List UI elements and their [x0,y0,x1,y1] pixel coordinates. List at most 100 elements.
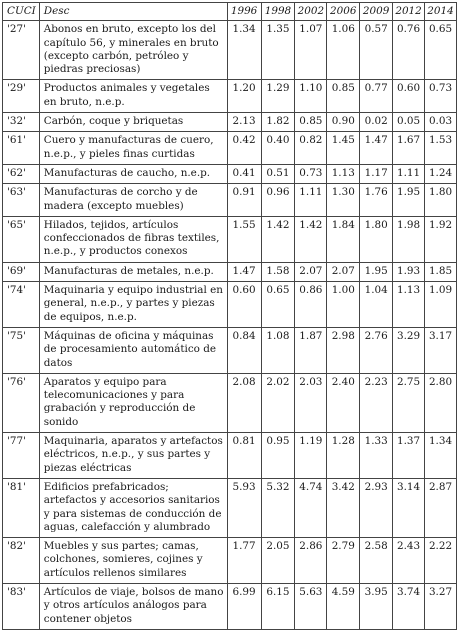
value-cell-2012: 0.05 [392,112,426,133]
value-cell-2014: 1.09 [424,281,457,328]
column-header-2009: 2009 [359,1,394,22]
value-cell-1996: 5.93 [226,477,262,539]
description-cell: Productos animales y vegetales en bruto,… [38,79,228,114]
value-cell-2012: 1.13 [392,281,426,328]
value-cell-2009: 1.95 [359,261,394,283]
value-cell-2002: 1.11 [294,183,328,217]
cuci-code-cell: '83' [2,582,40,630]
description-cell: Maquinaria y equipo industrial en genera… [38,281,228,328]
value-cell-2014: 3.27 [424,582,457,630]
value-cell-1998: 1.42 [260,215,296,263]
value-cell-2012: 2.43 [392,537,426,584]
cuci-code-cell: '27' [2,20,40,81]
cuci-code-cell: '76' [2,372,40,434]
value-cell-2009: 1.76 [359,183,394,217]
table-row: '63' Manufacturas de corcho y de madera (… [2,183,457,217]
table-body: '27' Abonos en bruto, excepto los del cap… [2,20,457,630]
value-cell-2012: 1.67 [392,131,426,165]
description-cell: Máquinas de oficina y máquinas de proces… [38,326,228,374]
value-cell-2014: 1.85 [424,261,457,283]
column-header-1998: 1998 [260,1,296,22]
table-row: '77' Maquinaria, aparatos y artefactos el… [2,432,457,479]
table-row: '65' Hilados, tejidos, artículos confecci… [2,215,457,263]
value-cell-2012: 1.95 [392,183,426,217]
value-cell-2006: 2.79 [326,537,361,584]
value-cell-1998: 1.82 [260,112,296,133]
value-cell-1998: 5.32 [260,477,296,539]
value-cell-2002: 1.07 [294,20,328,81]
value-cell-2002: 2.03 [294,372,328,434]
value-cell-2014: 0.65 [424,20,457,81]
table-row: '69' Manufacturas de metales, n.e.p. 1.47 1… [2,261,457,283]
cuci-code-cell: '61' [2,131,40,165]
value-cell-2002: 0.85 [294,112,328,133]
value-cell-1996: 6.99 [226,582,262,630]
value-cell-2006: 0.85 [326,79,361,114]
value-cell-2006: 1.84 [326,215,361,263]
column-header-cuci: CUCI [2,1,40,22]
value-cell-2002: 2.07 [294,261,328,283]
table-row: '76' Aparatos y equipo para telecomunicac… [2,372,457,434]
value-cell-2006: 2.98 [326,326,361,374]
table-row: '29' Productos animales y vegetales en br… [2,79,457,114]
value-cell-2002: 1.87 [294,326,328,374]
value-cell-2009: 1.47 [359,131,394,165]
value-cell-2012: 3.74 [392,582,426,630]
column-header-2012: 2012 [392,1,426,22]
description-cell: Abonos en bruto, excepto los del capítul… [38,20,228,81]
value-cell-2012: 1.93 [392,261,426,283]
value-cell-2014: 1.80 [424,183,457,217]
value-cell-1998: 1.35 [260,20,296,81]
value-cell-2012: 1.11 [392,163,426,185]
value-cell-2002: 1.10 [294,79,328,114]
value-cell-2006: 2.40 [326,372,361,434]
value-cell-2006: 0.90 [326,112,361,133]
cuci-code-cell: '82' [2,537,40,584]
value-cell-2014: 1.92 [424,215,457,263]
table-row: '62' Manufacturas de caucho, n.e.p. 0.41 0.… [2,163,457,185]
description-cell: Muebles y sus partes; camas, colchones, … [38,537,228,584]
table-row: '27' Abonos en bruto, excepto los del cap… [2,20,457,81]
value-cell-2012: 3.14 [392,477,426,539]
value-cell-1998: 0.96 [260,183,296,217]
value-cell-2006: 4.59 [326,582,361,630]
cuci-code-cell: '65' [2,215,40,263]
description-cell: Maquinaria, aparatos y artefactos eléctr… [38,432,228,479]
value-cell-2006: 1.45 [326,131,361,165]
value-cell-1998: 2.02 [260,372,296,434]
description-cell: Edificios prefabricados; artefactos y ac… [38,477,228,539]
value-cell-1996: 0.91 [226,183,262,217]
table-row: '83' Artículos de viaje, bolsos de mano y… [2,582,457,630]
value-cell-2009: 0.77 [359,79,394,114]
column-header-1996: 1996 [226,1,262,22]
column-header-2014: 2014 [424,1,457,22]
value-cell-1998: 1.58 [260,261,296,283]
value-cell-1996: 1.55 [226,215,262,263]
table-row: '75' Máquinas de oficina y máquinas de pr… [2,326,457,374]
description-cell: Carbón, coque y briquetas [38,112,228,133]
table-row: '82' Muebles y sus partes; camas, colchon… [2,537,457,584]
value-cell-2009: 1.80 [359,215,394,263]
value-cell-1998: 1.08 [260,326,296,374]
value-cell-1998: 6.15 [260,582,296,630]
cuci-code-cell: '77' [2,432,40,479]
cuci-code-cell: '63' [2,183,40,217]
value-cell-2014: 1.24 [424,163,457,185]
value-cell-1998: 2.05 [260,537,296,584]
value-cell-1998: 1.29 [260,79,296,114]
cuci-code-cell: '62' [2,163,40,185]
value-cell-2012: 3.29 [392,326,426,374]
value-cell-1996: 0.84 [226,326,262,374]
value-cell-1998: 0.95 [260,432,296,479]
value-cell-2014: 2.87 [424,477,457,539]
value-cell-1996: 2.08 [226,372,262,434]
value-cell-2009: 1.33 [359,432,394,479]
value-cell-2009: 3.95 [359,582,394,630]
cuci-code-cell: '74' [2,281,40,328]
value-cell-2006: 1.13 [326,163,361,185]
table-row: '61' Cuero y manufacturas de cuero, n.e.p… [2,131,457,165]
value-cell-1996: 1.77 [226,537,262,584]
cuci-code-cell: '75' [2,326,40,374]
value-cell-2014: 0.03 [424,112,457,133]
